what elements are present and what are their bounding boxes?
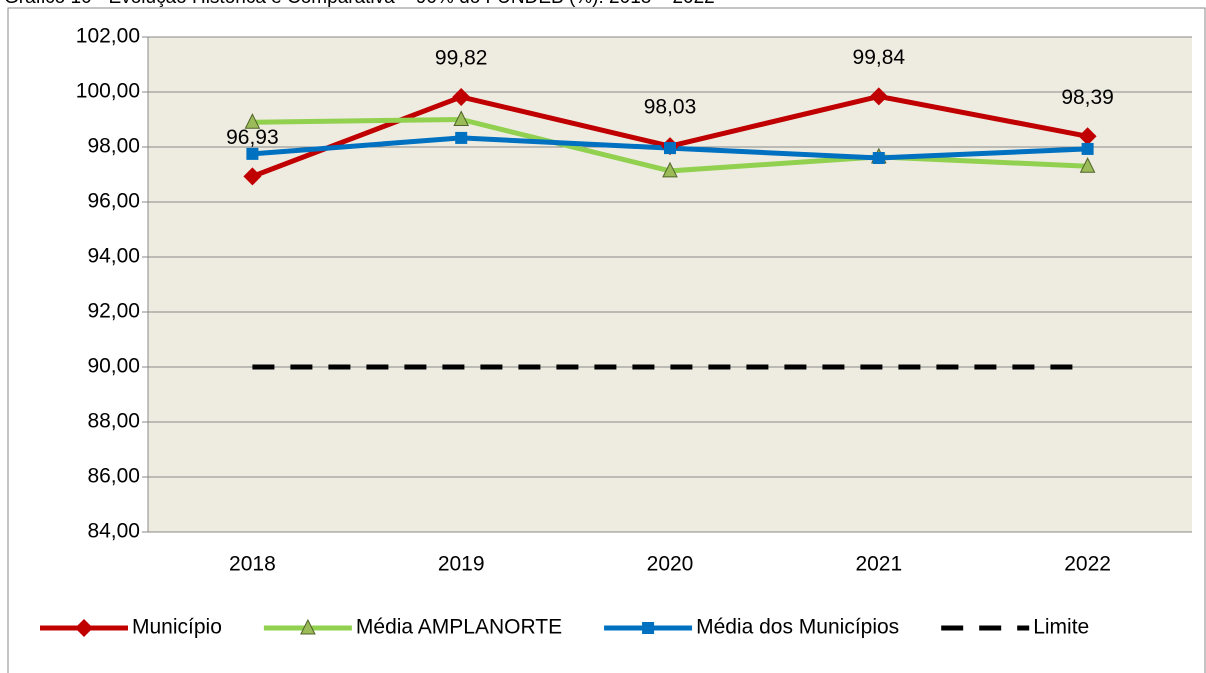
data-label: 98,03 — [644, 96, 697, 119]
x-tick-label: 2018 — [229, 553, 276, 576]
marker — [872, 152, 885, 164]
marker — [869, 87, 888, 106]
legend-marker — [75, 619, 93, 637]
data-label: 98,39 — [1061, 86, 1114, 109]
marker — [243, 167, 262, 186]
x-tick-label: 2020 — [647, 553, 694, 576]
y-tick-label: 100,00 — [76, 80, 140, 103]
x-tick-label: 2022 — [1064, 553, 1111, 576]
legend-label: Média AMPLANORTE — [356, 616, 562, 639]
x-tick-label: 2021 — [855, 553, 902, 576]
y-tick-label: 94,00 — [87, 245, 140, 268]
y-tick-label: 102,00 — [76, 25, 140, 48]
legend-marker — [642, 622, 655, 634]
y-tick-label: 98,00 — [87, 135, 140, 158]
legend-label: Média dos Municípios — [696, 616, 899, 639]
marker — [1081, 142, 1094, 155]
marker — [664, 142, 676, 155]
legend-marker — [300, 618, 316, 635]
y-tick-label: 88,00 — [87, 410, 140, 433]
marker — [1079, 157, 1096, 173]
y-tick-label: 84,00 — [87, 520, 140, 543]
chart-title: Gráfico 10 - Evolução Histórica e Compar… — [4, 0, 715, 8]
marker — [662, 161, 678, 178]
marker — [1078, 127, 1097, 146]
data-label: 96,93 — [226, 126, 279, 149]
marker — [455, 131, 468, 144]
marker — [246, 147, 259, 160]
chart-border — [7, 7, 1206, 673]
legend-label: Limite — [1033, 616, 1089, 639]
y-tick-label: 90,00 — [87, 355, 140, 378]
y-tick-label: 96,00 — [87, 190, 140, 213]
data-label: 99,82 — [435, 46, 488, 69]
y-tick-label: 92,00 — [87, 300, 140, 323]
legend-label: Município — [132, 616, 222, 639]
marker — [452, 87, 471, 106]
marker — [244, 113, 261, 129]
y-tick-label: 86,00 — [87, 465, 140, 488]
x-tick-label: 2019 — [438, 553, 485, 576]
data-label: 99,84 — [853, 46, 906, 69]
marker — [453, 110, 470, 126]
